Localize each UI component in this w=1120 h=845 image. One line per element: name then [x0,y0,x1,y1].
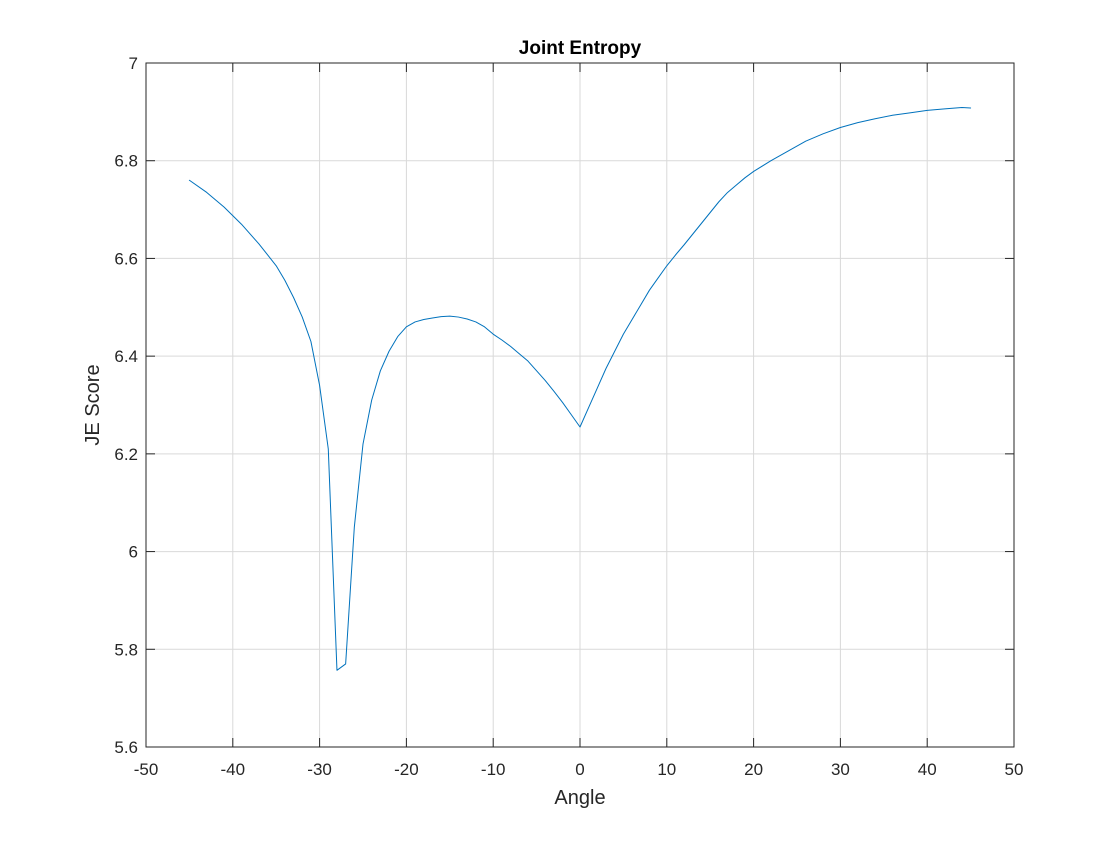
series-line [188,106,972,671]
y-tick-label: 6.2 [114,445,138,464]
y-tick-label: 6.4 [114,347,138,366]
x-tick-label: -30 [307,760,332,779]
grid [146,63,1014,747]
series-line-group [188,106,972,671]
x-tick-label: 50 [1005,760,1024,779]
ticks: -50 -40 -30 -20 -10 0 10 20 30 40 50 5.6 5.8 6 6.2 6.4 6… [114,54,1023,779]
x-axis-label: Angle [554,787,605,809]
y-tick-label: 5.8 [114,640,138,659]
x-tick-label: -50 [134,760,159,779]
x-tick-label: 10 [657,760,676,779]
chart-title: Joint Entropy [519,38,642,59]
x-tick-label: 40 [918,760,937,779]
y-tick-label: 6.8 [114,152,138,171]
x-tick-label: -40 [221,760,246,779]
x-tick-label: 0 [575,760,584,779]
y-axis-label: JE Score [82,364,104,445]
x-tick-label: -20 [394,760,419,779]
x-tick-label: 30 [831,760,850,779]
x-tick-label: -10 [481,760,506,779]
y-tick-label: 7 [129,54,138,73]
y-tick-label: 6.6 [114,249,138,268]
y-tick-label: 5.6 [114,738,138,757]
x-tick-label: 20 [744,760,763,779]
y-tick-label: 6 [129,543,138,562]
